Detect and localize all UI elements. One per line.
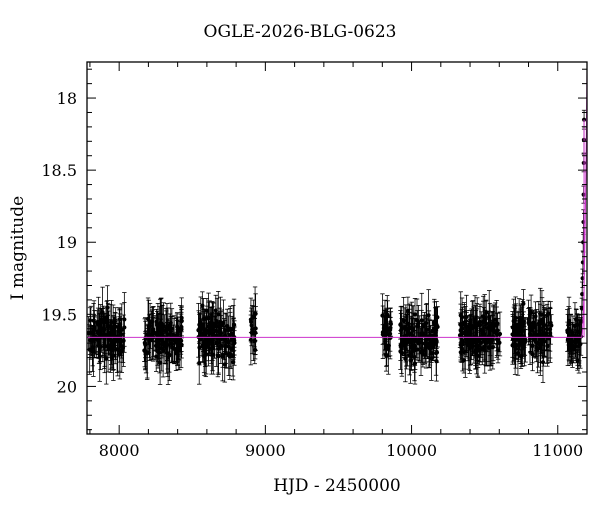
data-point-740 — [534, 338, 539, 358]
data-point-746 — [548, 308, 553, 363]
data-point-326 — [231, 318, 236, 361]
data-point-632 — [490, 312, 496, 362]
data-point-703 — [533, 333, 539, 352]
data-point-478 — [420, 322, 425, 344]
data-point-361 — [252, 340, 258, 360]
data-point-106 — [91, 316, 96, 343]
x-tick-label: 11000 — [532, 441, 583, 460]
data-point-328 — [216, 339, 221, 374]
data-point-387 — [380, 305, 386, 359]
data-point-108 — [95, 307, 101, 356]
data-point-633 — [472, 325, 478, 359]
data-point-609 — [481, 295, 486, 337]
data-point-499 — [402, 315, 407, 356]
data-point-227 — [165, 318, 170, 341]
data-point-228 — [150, 309, 155, 360]
data-point-230 — [142, 339, 147, 362]
data-point-494 — [429, 336, 434, 381]
data-point-360 — [251, 299, 256, 334]
data-point-388 — [384, 309, 389, 355]
data-point-736 — [528, 294, 534, 331]
data-point-103 — [110, 304, 116, 357]
data-point-472 — [419, 292, 424, 348]
data-point-498 — [430, 319, 435, 343]
data-point-226 — [168, 316, 174, 348]
y-tick-label: 18.5 — [41, 161, 77, 180]
data-point-798 — [566, 296, 572, 345]
data-point-603 — [484, 299, 489, 326]
data-point-477 — [401, 325, 407, 358]
data-point-733 — [510, 314, 515, 341]
data-point-229 — [151, 306, 156, 358]
data-point-620 — [480, 332, 485, 366]
data-point-791 — [566, 306, 571, 343]
y-tick-label: 19 — [57, 233, 77, 252]
x-tick-label: 9000 — [245, 441, 286, 460]
data-point-539 — [497, 311, 503, 357]
ticks-layer: 8000 9000 10000 11000 18 18.5 19 19.5 20 — [41, 62, 588, 460]
data-point-756 — [539, 326, 544, 357]
data-point-92 — [99, 308, 105, 335]
data-point-280 — [216, 290, 221, 338]
data-point-332 — [220, 341, 225, 368]
data-point-503 — [435, 306, 440, 329]
data-point-384 — [386, 334, 392, 358]
data-point-496 — [411, 305, 416, 355]
data-point-333 — [226, 336, 231, 357]
data-point-222 — [155, 324, 161, 369]
data-point-470 — [398, 332, 403, 370]
x-axis-label: HJD - 2450000 — [273, 476, 401, 496]
y-tick-label: 18 — [57, 89, 77, 108]
y-tick-label: 19.5 — [41, 305, 77, 324]
y-tick-label: 20 — [57, 377, 77, 396]
data-point-622 — [462, 311, 467, 356]
model-layer — [87, 69, 588, 338]
data-point-800 — [571, 323, 577, 360]
data-point-710 — [530, 337, 535, 372]
data-point-628 — [469, 318, 474, 361]
data-point-752 — [545, 300, 551, 326]
data-point-504 — [416, 305, 421, 341]
y-axis-label: I magnitude — [8, 195, 28, 301]
data-point-631 — [458, 291, 463, 340]
data-point-341 — [231, 343, 236, 381]
chart-title: OGLE-2026-BLG-0623 — [203, 22, 397, 42]
data-point-614 — [467, 325, 473, 371]
data-point-737 — [518, 317, 523, 340]
data-point-495 — [432, 301, 437, 348]
data-point-101 — [105, 285, 110, 330]
data-point-505 — [407, 334, 412, 376]
data-point-748 — [522, 329, 528, 356]
data-point-111 — [119, 317, 124, 351]
x-tick-label: 8000 — [99, 441, 140, 460]
data-point-385 — [388, 311, 394, 337]
data-point-741 — [528, 314, 533, 354]
data-point-751 — [517, 329, 522, 358]
plot-frame — [86, 61, 588, 435]
data-point-502 — [399, 305, 404, 351]
x-tick-label: 10000 — [386, 441, 437, 460]
data-point-109 — [108, 325, 113, 346]
data-point-343 — [206, 314, 211, 346]
data-point-213 — [179, 305, 184, 337]
data-points-layer — [86, 109, 587, 385]
data-point-629 — [495, 318, 501, 364]
data-point-209 — [167, 329, 172, 381]
data-point-506 — [420, 341, 426, 368]
data-point-231 — [175, 335, 181, 360]
data-point-702 — [533, 301, 538, 332]
data-point-500 — [409, 317, 414, 367]
data-point-345 — [202, 308, 207, 352]
data-point-612 — [486, 329, 492, 367]
data-point-223 — [148, 319, 154, 361]
data-point-754 — [512, 319, 518, 375]
data-point-110 — [87, 324, 92, 375]
data-point-207 — [162, 324, 168, 364]
data-point-497 — [423, 321, 429, 359]
data-point-606 — [458, 342, 463, 363]
data-point-113 — [102, 321, 107, 358]
data-point-623 — [465, 322, 471, 343]
